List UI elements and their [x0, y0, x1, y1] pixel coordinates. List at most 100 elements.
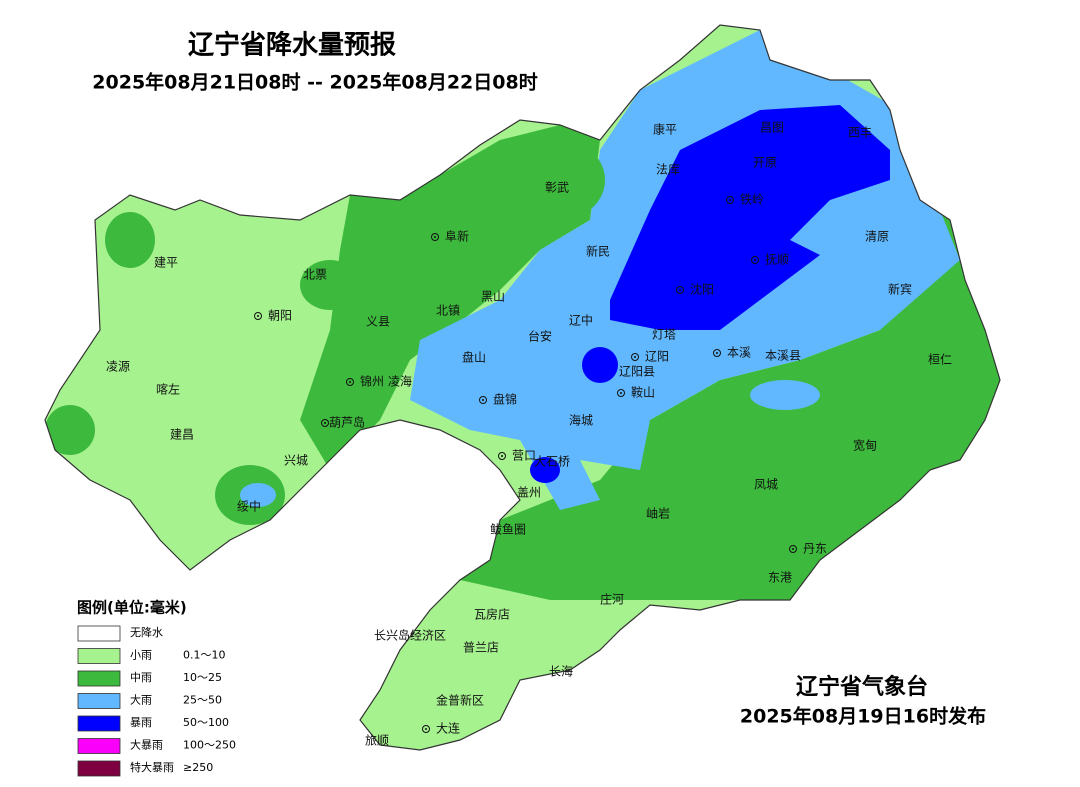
city-marker	[482, 399, 484, 401]
place-label: 盘山	[462, 350, 486, 365]
place-label: 葫芦岛	[329, 415, 365, 430]
place-label: 海城	[569, 413, 593, 428]
province-outline	[44, 24, 1001, 751]
place-label: 建平	[154, 256, 178, 270]
place-label: 法库	[656, 162, 680, 177]
heavy-rain-area	[240, 483, 276, 507]
place-label: 鞍山	[631, 385, 655, 400]
city-marker	[716, 352, 718, 354]
city-marker	[431, 233, 439, 241]
legend-label: 大雨	[130, 693, 152, 707]
place-label: 丹东	[803, 542, 827, 556]
place-label: 瓦房店	[474, 607, 510, 622]
place-label: 康平	[653, 122, 677, 137]
moderate-rain-area	[300, 260, 360, 310]
place-label: 盖州	[517, 486, 541, 500]
issued-time: 2025年08月19日16时发布	[740, 705, 986, 728]
moderate-rain-area	[45, 405, 95, 455]
place-label: 东港	[768, 571, 792, 585]
subtitle: 2025年08月21日08时 -- 2025年08月22日08时	[92, 71, 537, 94]
city-marker	[679, 289, 681, 291]
place-label: 沈阳	[690, 282, 714, 297]
legend-swatch	[77, 738, 121, 754]
place-label: 辽阳县	[619, 365, 655, 379]
moderate-rain-area	[515, 140, 605, 220]
place-label: 新宾	[888, 282, 912, 297]
city-marker	[257, 315, 259, 317]
place-label: 北镇	[436, 304, 460, 318]
place-label: 灯塔	[652, 328, 676, 342]
legend-range: 50～100	[183, 716, 229, 729]
legend-label: 中雨	[130, 671, 152, 684]
place-label: 宽甸	[853, 438, 877, 453]
legend-swatch	[77, 693, 121, 709]
legend-range: 100～250	[183, 739, 236, 752]
heavy-rain-area	[750, 380, 820, 410]
legend-swatch	[77, 670, 121, 687]
city-marker	[498, 452, 506, 460]
place-label: 金普新区	[436, 693, 484, 708]
city-marker	[479, 396, 487, 404]
place-label: 台安	[528, 329, 552, 344]
place-label: 辽阳	[645, 350, 669, 364]
place-label: 营口	[512, 449, 536, 463]
legend-label: 无降水	[130, 625, 163, 639]
place-label: 绥中	[237, 499, 261, 514]
city-marker	[620, 392, 622, 394]
rainstorm-area	[582, 347, 618, 383]
legend-title: 图例(单位:毫米)	[77, 599, 187, 617]
city-marker	[254, 312, 262, 320]
city-marker	[346, 378, 354, 386]
city-marker	[792, 548, 794, 550]
city-marker	[425, 728, 427, 730]
city-marker	[676, 286, 684, 294]
place-label: 普兰店	[463, 641, 499, 655]
title: 辽宁省降水量预报	[188, 30, 396, 61]
place-label: 长兴岛经济区	[374, 628, 446, 643]
legend-swatch	[77, 715, 121, 732]
legend-label: 暴雨	[130, 716, 152, 729]
city-marker	[631, 353, 639, 361]
legend-range: 10～25	[183, 671, 222, 684]
place-label: 义县	[366, 315, 390, 329]
place-label: 新民	[586, 244, 610, 259]
legend-range: 25～50	[183, 694, 222, 707]
city-marker	[726, 196, 734, 204]
place-label: 岫岩	[646, 506, 670, 521]
place-label: 开原	[753, 156, 777, 170]
city-marker	[434, 236, 436, 238]
legend-range: 0.1～10	[183, 649, 226, 662]
city-marker	[349, 381, 351, 383]
rainstorm-area	[610, 105, 890, 330]
city-marker	[789, 545, 797, 553]
place-label: 铁岭	[740, 193, 764, 207]
place-label: 本溪	[727, 346, 751, 360]
city-marker	[751, 256, 759, 264]
place-label: 锦州	[360, 375, 384, 389]
rainstorm-area	[530, 457, 560, 483]
legend-label: 大暴雨	[130, 738, 163, 752]
place-label: 盘锦	[493, 392, 517, 407]
city-marker	[324, 422, 326, 424]
place-label: 桓仁	[928, 352, 952, 367]
place-label: 黑山	[481, 290, 505, 304]
place-label: 昌图	[760, 121, 784, 135]
place-label: 庄河	[600, 592, 624, 607]
city-marker	[634, 356, 636, 358]
place-label: 兴城	[284, 454, 308, 468]
city-marker	[713, 349, 721, 357]
place-label: 长海	[549, 664, 573, 679]
legend-swatch	[77, 648, 121, 664]
city-marker	[501, 455, 503, 457]
place-label: 大连	[436, 721, 460, 736]
place-label: 清原	[865, 230, 889, 244]
city-marker	[754, 259, 756, 261]
legend-swatch	[77, 625, 121, 642]
place-label: 凤城	[754, 478, 778, 492]
city-marker	[729, 199, 731, 201]
place-label: 本溪县	[765, 349, 801, 363]
place-label: 建昌	[170, 428, 194, 442]
place-label: 北票	[303, 268, 327, 282]
